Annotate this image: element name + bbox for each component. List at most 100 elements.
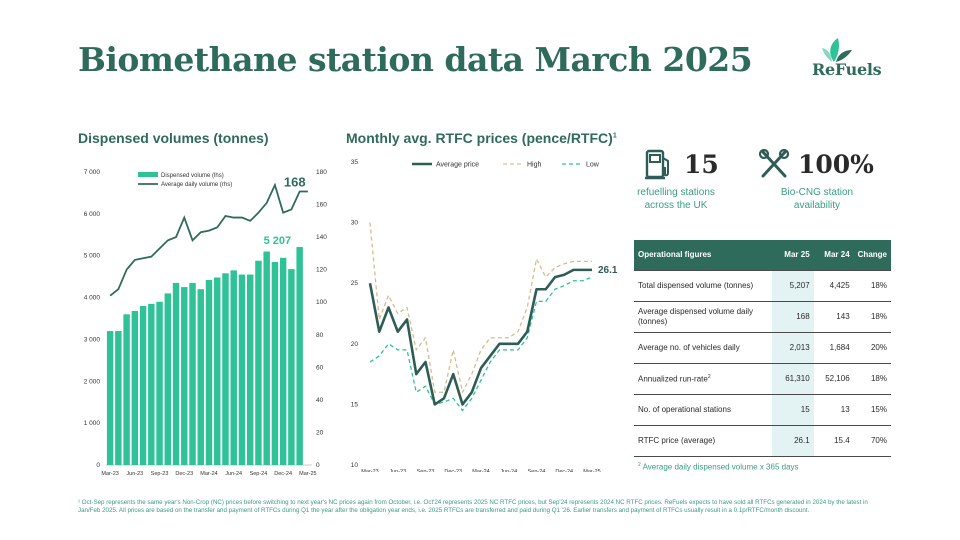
header-figures: Operational figures (634, 240, 772, 270)
page-title: Biomethane station data March 2025 (78, 40, 753, 79)
volume-bar (230, 270, 237, 465)
y-right-tick-label: 20 (316, 429, 324, 436)
x-tick-label: Jun-23 (389, 469, 406, 472)
row-change: 18% (853, 300, 891, 332)
row-mar25: 2,013 (771, 331, 814, 363)
legend-average-price-label: Average price (436, 162, 479, 169)
row-label-sup: 2 (707, 374, 711, 381)
row-mar25: 26.1 (771, 424, 814, 457)
row-label: Total dispensed volume (tonnes) (634, 269, 772, 301)
x-tick-label: Dec-23 (175, 471, 193, 477)
tools-icon (758, 148, 790, 178)
row-mar25: 61,310 (771, 362, 814, 394)
x-tick-label: Sep-24 (528, 469, 546, 472)
x-tick-label: Jun-24 (225, 471, 242, 477)
row-change: 20% (853, 331, 891, 363)
volume-bar (263, 251, 270, 465)
x-tick-label: Dec-24 (555, 469, 573, 472)
avg-daily-volume-annotation: 168 (284, 175, 306, 190)
row-change: 18% (853, 362, 891, 394)
row-label: Annualized run-rate2 (634, 362, 772, 394)
volume-bar (214, 277, 221, 465)
volume-bar (172, 282, 180, 465)
y-left-tick-label: 2 000 (84, 378, 101, 385)
volume-chart: 0 1 000 2 000 3 000 4 000 5 000 6 000 7 000 0 20 4… (84, 169, 328, 477)
y-tick-label: 15 (351, 401, 359, 408)
y-right-tick-label: 120 (316, 267, 327, 274)
x-tick-label: Mar-23 (101, 471, 118, 477)
high-price-line (369, 222, 592, 393)
row-mar25: 168 (771, 300, 814, 332)
kpi-availability-desc: Bio-CNG station availability (780, 187, 854, 211)
low-price-line (369, 276, 593, 412)
table-row: No. of operational stations 15 13 15% (634, 393, 891, 425)
volume-bar (246, 274, 254, 465)
x-tick-label: Jun-24 (500, 469, 517, 472)
row-mar24: 52,106 (813, 362, 854, 394)
y-left-tick-label: 5 000 (84, 253, 101, 260)
volume-bar (255, 260, 262, 465)
price-chart: 10 15 20 25 30 35 Mar-23 Jun-23 Sep-23 Dec-23 Mar-… (351, 159, 618, 472)
volume-bar (164, 293, 172, 465)
y-left-tick-label: 7 000 (84, 169, 101, 176)
avg-daily-volume-line (109, 182, 308, 297)
y-left-tick-label: 3 000 (84, 336, 101, 343)
y-tick-label: 30 (351, 220, 359, 227)
table-row: RTFC price (average) 26.1 15.4 70% (634, 424, 891, 457)
volume-bar (156, 301, 163, 465)
y-right-tick-label: 60 (316, 364, 324, 371)
volume-bar (148, 303, 155, 465)
refuels-logo: ReFuels (812, 36, 912, 84)
volume-bar (279, 257, 287, 465)
volume-bar (189, 282, 196, 465)
header-mar24: Mar 24 (813, 240, 854, 270)
y-right-tick-label: 80 (316, 332, 324, 339)
volume-bar (296, 247, 303, 465)
header-change: Change (853, 240, 891, 270)
volume-bar (123, 314, 130, 465)
x-tick-label: Sep-23 (151, 471, 169, 477)
row-label: RTFC price (average) (634, 424, 772, 457)
volume-bar (131, 310, 139, 465)
x-tick-label: Dec-23 (444, 469, 462, 472)
row-change: 18% (853, 269, 891, 301)
x-tick-label: Mar-25 (583, 469, 600, 472)
volume-bar (238, 274, 246, 465)
average-price-line (368, 268, 592, 406)
row-mar24: 13 (813, 393, 854, 425)
kpi-stations-value: 15 (684, 150, 719, 179)
y-right-tick-label: 160 (316, 202, 327, 209)
row-label: Average dispensed volume daily (tonnes) (634, 300, 772, 332)
operational-figures-table: Operational figures Mar 25 Mar 24 Change… (634, 240, 891, 457)
leaf-logo-icon (822, 38, 852, 62)
legend-line-label: Average daily volume (rhs) (161, 182, 232, 188)
volume-bar (181, 287, 188, 465)
table-footnote: 2 Average daily dispensed volume x 365 d… (638, 462, 799, 472)
y-left-tick-label: 1 000 (84, 420, 101, 427)
fuel-pump-icon (645, 149, 669, 180)
x-tick-label: Mar-24 (472, 469, 489, 472)
volume-chart-title: Dispensed volumes (tonnes) (78, 130, 269, 146)
x-tick-label: Sep-23 (417, 469, 435, 472)
volume-bar (222, 273, 229, 465)
y-right-tick-label: 40 (316, 397, 324, 404)
x-tick-label: Mar-23 (361, 469, 378, 472)
row-mar24: 1,684 (813, 331, 854, 363)
volume-bar (139, 305, 147, 465)
volume-bar (271, 261, 279, 465)
y-left-tick-label: 6 000 (84, 211, 101, 218)
x-tick-label: Mar-24 (200, 471, 217, 477)
table-row: Total dispensed volume (tonnes) 5,207 4,… (634, 269, 891, 301)
row-change: 15% (853, 393, 891, 425)
x-tick-label: Mar-25 (299, 471, 316, 477)
row-mar24: 4,425 (813, 269, 854, 301)
legend-low-label: Low (586, 162, 600, 169)
volume-bar (288, 269, 295, 465)
table-header-row: Operational figures Mar 25 Mar 24 Change (634, 240, 891, 270)
y-tick-label: 20 (351, 341, 359, 348)
y-left-tick-label: 0 (96, 462, 100, 469)
table-row: Average no. of vehicles daily 2,013 1,68… (634, 331, 891, 363)
y-tick-label: 10 (351, 462, 359, 469)
row-mar24: 15.4 (813, 424, 854, 457)
kpi-availability-value: 100% (798, 150, 874, 179)
